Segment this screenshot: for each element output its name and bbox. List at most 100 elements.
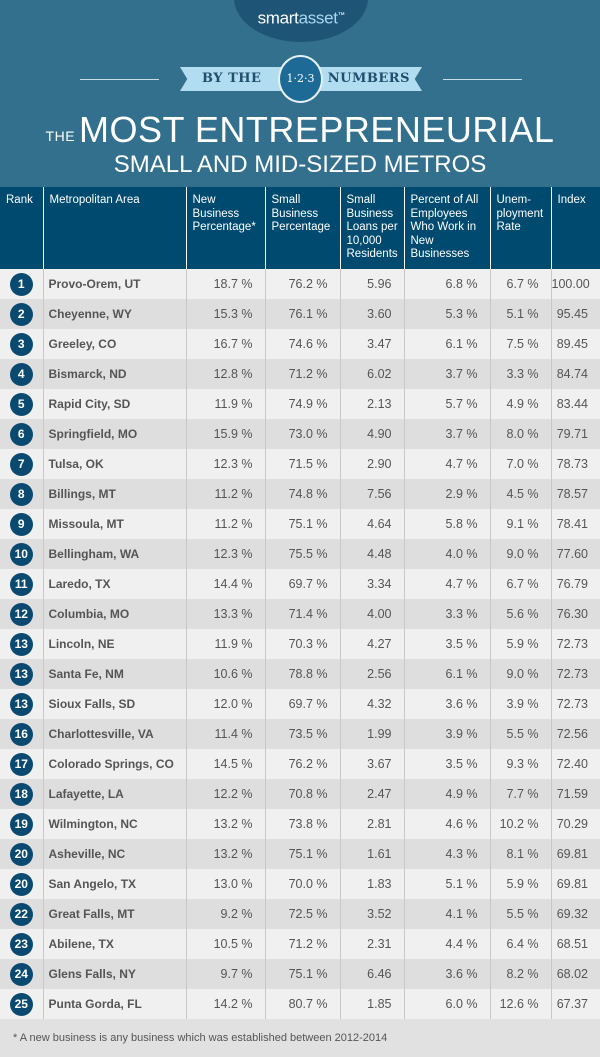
- table-row: 3 Greeley, CO 16.7 % 74.6 % 3.47 6.1 % 7.5 % 89…: [0, 329, 600, 359]
- metro-cell: Asheville, NC: [42, 839, 186, 869]
- rank-cell: 23: [0, 929, 43, 959]
- value-cell: 7.56: [339, 479, 404, 509]
- value-cell: 12.0 %: [185, 689, 265, 719]
- value-cell: 7.5 %: [489, 329, 551, 359]
- value-cell: 6.7 %: [489, 269, 551, 299]
- value-cell: 4.48: [339, 539, 404, 569]
- value-cell: 77.60: [550, 539, 600, 569]
- value-cell: 8.2 %: [489, 959, 551, 989]
- metro-cell: Columbia, MO: [42, 599, 186, 629]
- metro-cell: Missoula, MT: [42, 509, 186, 539]
- value-cell: 14.4 %: [185, 569, 265, 599]
- rank-cell: 13: [0, 629, 43, 659]
- value-cell: 69.81: [550, 869, 600, 899]
- rank-badge: 13: [9, 632, 33, 656]
- value-cell: 76.1 %: [264, 299, 340, 329]
- value-cell: 11.9 %: [185, 389, 265, 419]
- value-cell: 5.5 %: [489, 899, 551, 929]
- value-cell: 12.3 %: [185, 449, 265, 479]
- metro-cell: Rapid City, SD: [42, 389, 186, 419]
- rank-badge: 18: [9, 782, 33, 806]
- table-row: 20 Asheville, NC 13.2 % 75.1 % 1.61 4.3 % 8.1 …: [0, 839, 600, 869]
- column-header: Rank: [0, 187, 43, 269]
- value-cell: 3.3 %: [489, 359, 551, 389]
- table-row: 11 Laredo, TX 14.4 % 69.7 % 3.34 4.7 % 6.7 % 76…: [0, 569, 600, 599]
- value-cell: 2.9 %: [403, 479, 490, 509]
- ribbon-left-text: BY THE: [202, 71, 262, 86]
- value-cell: 69.7 %: [264, 569, 340, 599]
- value-cell: 100.00: [550, 269, 600, 299]
- value-cell: 5.8 %: [403, 509, 490, 539]
- value-cell: 72.73: [550, 689, 600, 719]
- rank-cell: 5: [0, 389, 43, 419]
- rank-cell: 11: [0, 569, 43, 599]
- rank-badge: 25: [9, 992, 33, 1016]
- value-cell: 11.2 %: [185, 509, 265, 539]
- value-cell: 15.3 %: [185, 299, 265, 329]
- metro-cell: Billings, MT: [42, 479, 186, 509]
- value-cell: 12.8 %: [185, 359, 265, 389]
- column-header: Index: [550, 187, 600, 269]
- value-cell: 13.2 %: [185, 839, 265, 869]
- rank-badge: 8: [9, 482, 33, 506]
- value-cell: 4.64: [339, 509, 404, 539]
- value-cell: 78.73: [550, 449, 600, 479]
- ribbon-right-text: NUMBERS: [327, 71, 410, 86]
- value-cell: 6.7 %: [489, 569, 551, 599]
- value-cell: 2.90: [339, 449, 404, 479]
- value-cell: 6.1 %: [403, 329, 490, 359]
- value-cell: 72.73: [550, 629, 600, 659]
- rank-cell: 6: [0, 419, 43, 449]
- value-cell: 70.0 %: [264, 869, 340, 899]
- value-cell: 3.9 %: [489, 689, 551, 719]
- value-cell: 70.29: [550, 809, 600, 839]
- value-cell: 3.5 %: [403, 749, 490, 779]
- rank-cell: 1: [0, 269, 43, 299]
- value-cell: 3.7 %: [403, 359, 490, 389]
- value-cell: 67.37: [550, 989, 600, 1019]
- title-line-2: SMALL AND MID-SIZED METROS: [113, 151, 487, 178]
- rank-badge: 13: [9, 662, 33, 686]
- rank-badge: 12: [9, 602, 33, 626]
- table-row: 20 San Angelo, TX 13.0 % 70.0 % 1.83 5.1 % 5.9…: [0, 869, 600, 899]
- value-cell: 4.7 %: [403, 569, 490, 599]
- metro-cell: Charlottesville, VA: [42, 719, 186, 749]
- title-line-1: THE MOST ENTREPRENEURIAL: [0, 112, 600, 148]
- table-row: 2 Cheyenne, WY 15.3 % 76.1 % 3.60 5.3 % 5.1 % 9…: [0, 299, 600, 329]
- table-row: 18 Lafayette, LA 12.2 % 70.8 % 2.47 4.9 % 7.7 …: [0, 779, 600, 809]
- table-row: 7 Tulsa, OK 12.3 % 71.5 % 2.90 4.7 % 7.0 % 78.7…: [0, 449, 600, 479]
- value-cell: 18.7 %: [185, 269, 265, 299]
- numbers-badge: 1·2·3: [278, 55, 323, 103]
- value-cell: 9.0 %: [489, 539, 551, 569]
- value-cell: 3.47: [339, 329, 404, 359]
- table-row: 9 Missoula, MT 11.2 % 75.1 % 4.64 5.8 % 9.1 % 7…: [0, 509, 600, 539]
- value-cell: 68.02: [550, 959, 600, 989]
- value-cell: 2.56: [339, 659, 404, 689]
- table-row: 13 Lincoln, NE 11.9 % 70.3 % 4.27 3.5 % 5.9 % 7…: [0, 629, 600, 659]
- value-cell: 71.2 %: [264, 929, 340, 959]
- value-cell: 3.5 %: [403, 629, 490, 659]
- value-cell: 4.3 %: [403, 839, 490, 869]
- value-cell: 12.2 %: [185, 779, 265, 809]
- value-cell: 4.32: [339, 689, 404, 719]
- rank-cell: 8: [0, 479, 43, 509]
- table-row: 4 Bismarck, ND 12.8 % 71.2 % 6.02 3.7 % 3.3 % 8…: [0, 359, 600, 389]
- rank-badge: 11: [9, 572, 33, 596]
- value-cell: 3.34: [339, 569, 404, 599]
- value-cell: 5.1 %: [403, 869, 490, 899]
- value-cell: 84.74: [550, 359, 600, 389]
- value-cell: 4.27: [339, 629, 404, 659]
- value-cell: 74.8 %: [264, 479, 340, 509]
- value-cell: 72.40: [550, 749, 600, 779]
- value-cell: 1.85: [339, 989, 404, 1019]
- table-row: 8 Billings, MT 11.2 % 74.8 % 7.56 2.9 % 4.5 % 7…: [0, 479, 600, 509]
- value-cell: 73.8 %: [264, 809, 340, 839]
- column-header: Small Business Loans per 10,000 Resident…: [339, 187, 404, 269]
- value-cell: 14.2 %: [185, 989, 265, 1019]
- value-cell: 2.47: [339, 779, 404, 809]
- value-cell: 6.4 %: [489, 929, 551, 959]
- table-row: 17 Colorado Springs, CO 14.5 % 76.2 % 3.67 3.…: [0, 749, 600, 779]
- rank-cell: 12: [0, 599, 43, 629]
- table-row: 23 Abilene, TX 10.5 % 71.2 % 2.31 4.4 % 6.4 % 6…: [0, 929, 600, 959]
- rank-badge: 20: [9, 842, 33, 866]
